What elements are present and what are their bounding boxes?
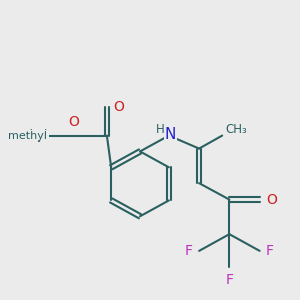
Text: F: F bbox=[266, 244, 274, 258]
Text: N: N bbox=[165, 127, 176, 142]
Text: H: H bbox=[156, 123, 165, 136]
Text: methyl: methyl bbox=[6, 129, 48, 142]
Text: F: F bbox=[225, 272, 233, 286]
Text: O: O bbox=[266, 193, 277, 207]
Text: F: F bbox=[185, 244, 193, 258]
Text: O: O bbox=[113, 100, 124, 114]
Text: O: O bbox=[68, 115, 79, 129]
Text: CH₃: CH₃ bbox=[226, 123, 247, 136]
Text: methyl: methyl bbox=[8, 130, 47, 141]
